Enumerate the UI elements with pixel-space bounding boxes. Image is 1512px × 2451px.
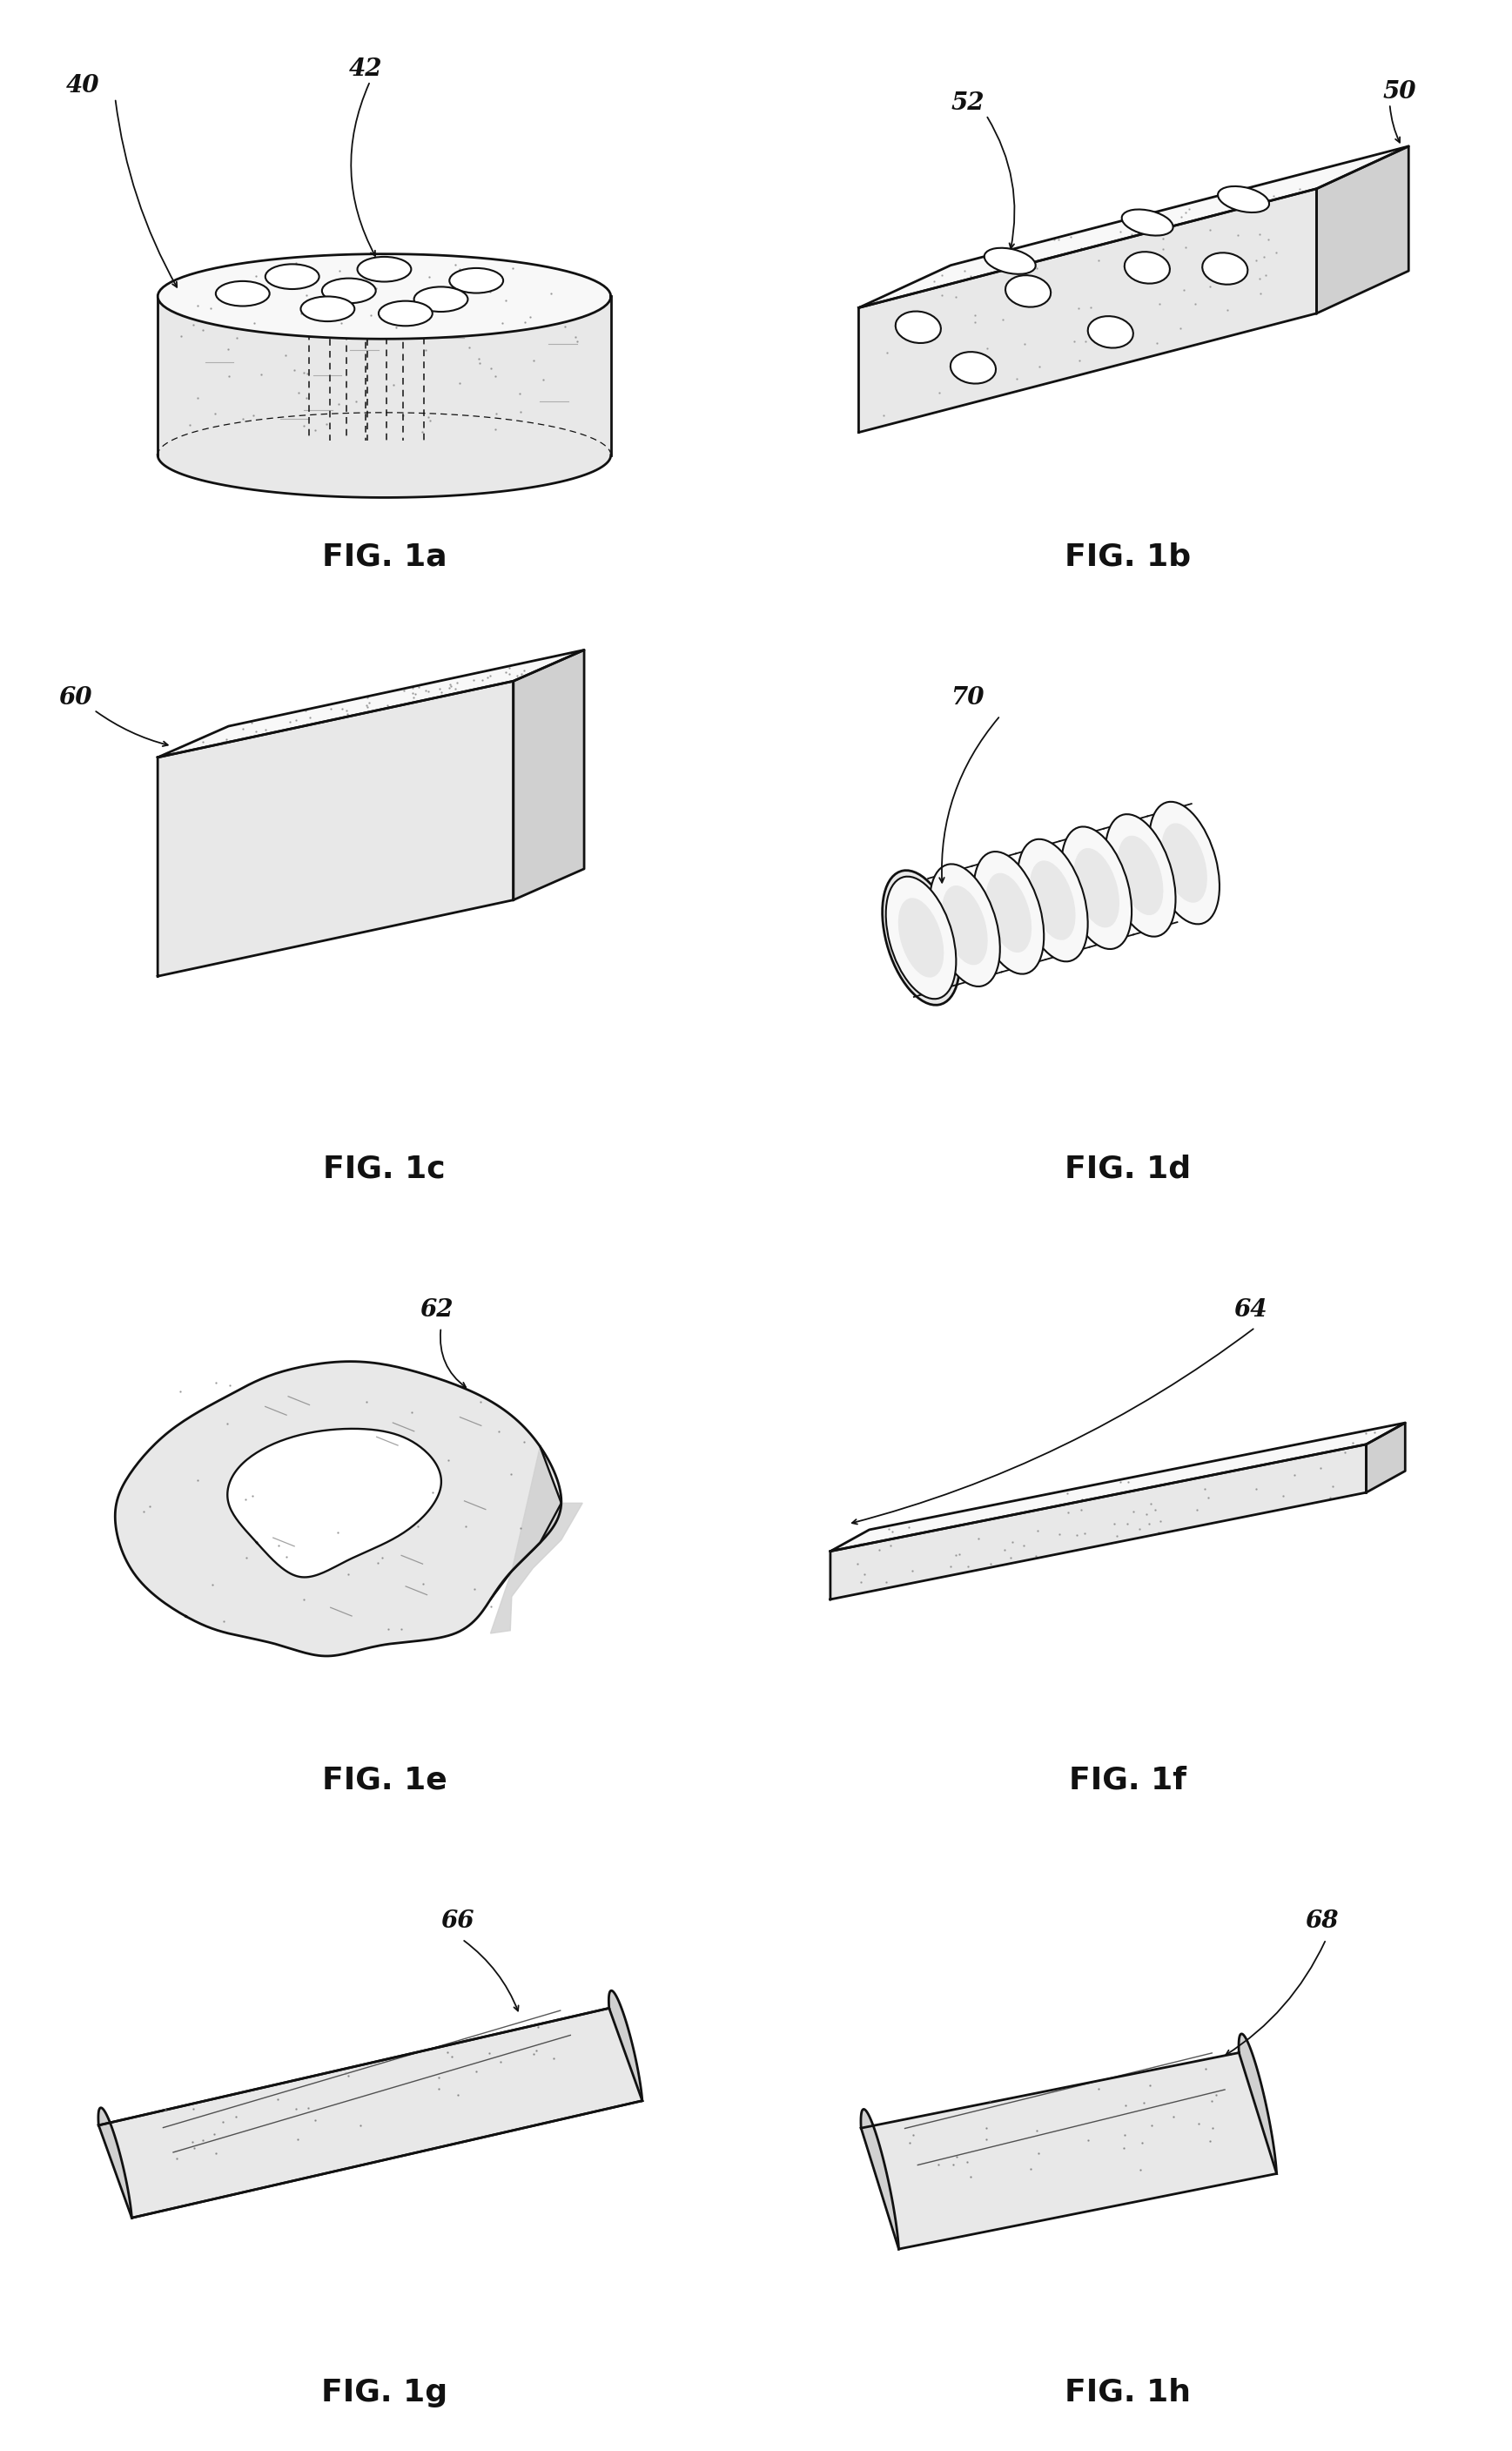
Polygon shape bbox=[830, 1444, 1367, 1601]
Text: 68: 68 bbox=[1305, 1909, 1338, 1934]
Ellipse shape bbox=[1149, 801, 1220, 924]
Text: 40: 40 bbox=[65, 74, 100, 98]
Polygon shape bbox=[98, 2108, 132, 2218]
Ellipse shape bbox=[1030, 860, 1075, 941]
Ellipse shape bbox=[1125, 252, 1170, 284]
Ellipse shape bbox=[1217, 186, 1269, 213]
Polygon shape bbox=[157, 681, 514, 975]
Polygon shape bbox=[860, 2034, 1276, 2250]
Polygon shape bbox=[157, 255, 611, 338]
Polygon shape bbox=[514, 650, 584, 900]
Ellipse shape bbox=[1005, 275, 1051, 306]
Text: 52: 52 bbox=[951, 91, 984, 115]
Text: FIG. 1c: FIG. 1c bbox=[324, 1154, 446, 1184]
Ellipse shape bbox=[216, 282, 269, 306]
Ellipse shape bbox=[974, 850, 1043, 973]
Ellipse shape bbox=[942, 885, 987, 966]
Text: 62: 62 bbox=[420, 1299, 454, 1321]
Ellipse shape bbox=[1202, 252, 1247, 284]
Ellipse shape bbox=[378, 301, 432, 326]
Ellipse shape bbox=[898, 897, 943, 978]
Ellipse shape bbox=[951, 353, 996, 385]
Ellipse shape bbox=[895, 311, 940, 343]
Polygon shape bbox=[1238, 2034, 1276, 2174]
Polygon shape bbox=[157, 650, 584, 757]
Ellipse shape bbox=[301, 297, 354, 321]
Text: 60: 60 bbox=[59, 686, 92, 708]
Ellipse shape bbox=[1018, 838, 1087, 961]
Text: 66: 66 bbox=[442, 1909, 475, 1934]
Ellipse shape bbox=[1061, 826, 1131, 949]
Polygon shape bbox=[859, 147, 1409, 309]
Polygon shape bbox=[830, 1424, 1405, 1551]
Polygon shape bbox=[860, 2110, 898, 2250]
Ellipse shape bbox=[1074, 848, 1119, 926]
Ellipse shape bbox=[1105, 814, 1176, 936]
Ellipse shape bbox=[1161, 824, 1207, 902]
Text: FIG. 1g: FIG. 1g bbox=[321, 2377, 448, 2407]
Polygon shape bbox=[859, 189, 1317, 431]
Text: FIG. 1d: FIG. 1d bbox=[1064, 1154, 1191, 1184]
Ellipse shape bbox=[930, 865, 999, 985]
Ellipse shape bbox=[414, 287, 467, 311]
Text: FIG. 1e: FIG. 1e bbox=[322, 1765, 448, 1794]
Text: FIG. 1a: FIG. 1a bbox=[322, 542, 446, 571]
Ellipse shape bbox=[357, 257, 411, 282]
Polygon shape bbox=[860, 2054, 1276, 2250]
Text: FIG. 1f: FIG. 1f bbox=[1069, 1765, 1187, 1794]
Ellipse shape bbox=[449, 267, 503, 294]
Text: FIG. 1h: FIG. 1h bbox=[1064, 2377, 1191, 2407]
Ellipse shape bbox=[1117, 836, 1163, 914]
Polygon shape bbox=[1317, 147, 1409, 314]
Polygon shape bbox=[98, 2007, 643, 2218]
Ellipse shape bbox=[886, 877, 956, 1000]
Polygon shape bbox=[98, 1990, 643, 2218]
Text: 50: 50 bbox=[1382, 81, 1417, 103]
Ellipse shape bbox=[986, 873, 1031, 953]
Polygon shape bbox=[115, 1360, 561, 1657]
Text: FIG. 1b: FIG. 1b bbox=[1064, 542, 1191, 571]
Ellipse shape bbox=[1087, 316, 1132, 348]
Ellipse shape bbox=[883, 870, 960, 1005]
Polygon shape bbox=[227, 1429, 442, 1576]
Text: 64: 64 bbox=[1234, 1299, 1267, 1321]
Ellipse shape bbox=[322, 279, 376, 304]
Text: 42: 42 bbox=[349, 56, 383, 81]
Ellipse shape bbox=[265, 265, 319, 289]
Polygon shape bbox=[609, 1990, 643, 2101]
Ellipse shape bbox=[984, 248, 1036, 275]
Polygon shape bbox=[1367, 1424, 1405, 1493]
Polygon shape bbox=[490, 1446, 582, 1632]
Ellipse shape bbox=[1122, 208, 1173, 235]
Polygon shape bbox=[157, 297, 611, 498]
Text: 70: 70 bbox=[951, 686, 984, 708]
